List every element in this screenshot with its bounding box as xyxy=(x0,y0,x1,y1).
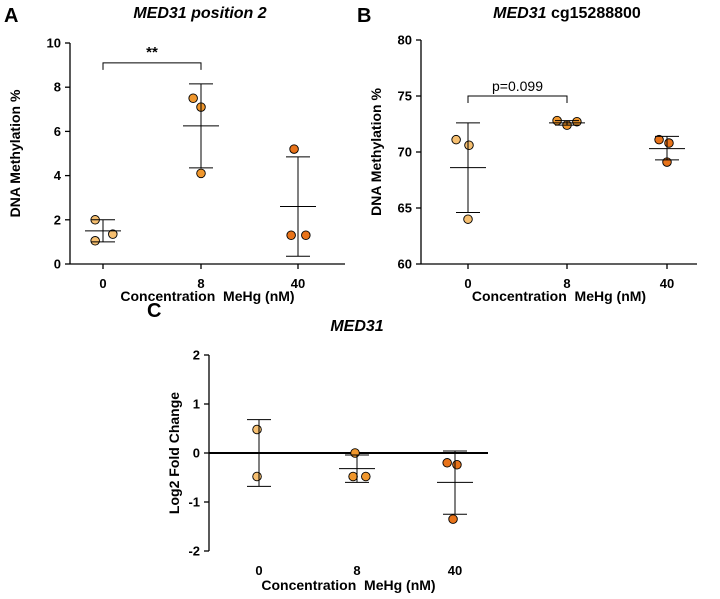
data-point xyxy=(252,471,262,482)
panel-letter: A xyxy=(4,5,18,27)
data-point xyxy=(451,134,461,145)
significance-label: p=0.099 xyxy=(492,78,543,94)
data-point xyxy=(188,93,198,103)
x-axis-label: Concentration MeHg (nM) xyxy=(120,288,294,304)
data-point xyxy=(348,471,358,482)
chart-title: MED31 xyxy=(330,318,383,335)
y-tick-label: 0 xyxy=(54,257,61,272)
y-tick-label: 75 xyxy=(398,89,412,104)
panel-a: A MED31 position 2 0 2 4 6 8 10 0 8 40Concentratio… xyxy=(4,5,345,304)
data-point xyxy=(301,230,311,241)
y-tick-label: 80 xyxy=(398,33,412,48)
y-tick-label: 2 xyxy=(54,212,61,227)
data-point xyxy=(286,230,296,241)
title-rest: position 2 xyxy=(187,5,267,22)
data-point xyxy=(664,138,674,148)
data-point xyxy=(463,214,473,224)
significance-label: ** xyxy=(146,44,158,61)
panel-letter: C xyxy=(147,300,161,322)
y-axis-label: DNA Methylation % xyxy=(368,88,384,216)
x-tick-label: 0 xyxy=(255,563,262,578)
y-tick-label: 8 xyxy=(54,80,61,95)
title-rest: cg15288800 xyxy=(547,5,641,22)
y-axis-label: Log2 Fold Change xyxy=(166,392,182,514)
data-point xyxy=(196,168,206,179)
x-tick-label: 0 xyxy=(464,276,471,291)
y-tick-label: 2 xyxy=(193,348,200,363)
panel-letter: B xyxy=(357,5,371,27)
y-tick-label: 4 xyxy=(54,168,62,183)
data-point xyxy=(108,229,118,239)
data-point xyxy=(442,458,452,468)
significance-bracket xyxy=(102,62,202,70)
data-point xyxy=(572,117,582,127)
data-point xyxy=(361,471,371,482)
significance-bracket xyxy=(467,95,568,103)
x-tick-label: 40 xyxy=(448,563,462,578)
x-axis-label: Concentration MeHg (nM) xyxy=(472,288,646,304)
panel-c: C MED31 -2 -1 0 1 2 0 8 40 Concentration MeHg (nM)… xyxy=(147,300,488,593)
data-point xyxy=(448,514,458,524)
panel-b: B MED31 cg15288800 60 65 70 75 80 0 8 40 Concentra… xyxy=(357,5,697,304)
x-tick-label: 8 xyxy=(197,276,204,291)
chart-title: MED31 cg15288800 xyxy=(493,5,641,22)
data-point xyxy=(289,144,299,154)
x-axis-label: Concentration MeHg (nM) xyxy=(261,577,435,593)
data-point xyxy=(252,424,262,435)
data-point xyxy=(452,460,462,470)
x-tick-label: 8 xyxy=(353,563,360,578)
title-gene: MED31 xyxy=(133,5,186,22)
y-tick-label: -2 xyxy=(188,544,200,559)
data-point xyxy=(464,140,474,151)
data-point xyxy=(90,236,100,246)
y-tick-label: 10 xyxy=(47,36,61,51)
y-tick-label: 6 xyxy=(54,124,61,139)
chart-title: MED31 position 2 xyxy=(133,5,266,22)
title-gene: MED31 xyxy=(330,318,383,335)
data-point xyxy=(654,134,664,145)
x-tick-label: 8 xyxy=(563,276,570,291)
x-tick-label: 0 xyxy=(99,276,106,291)
data-point xyxy=(350,448,360,458)
y-axis-label: DNA Methylation % xyxy=(7,89,23,217)
title-gene: MED31 xyxy=(493,5,546,22)
y-tick-label: 1 xyxy=(193,397,200,412)
y-tick-label: 60 xyxy=(398,257,412,272)
y-tick-label: 70 xyxy=(398,145,412,160)
y-tick-label: -1 xyxy=(188,495,200,510)
x-tick-label: 40 xyxy=(660,276,674,291)
y-tick-label: 65 xyxy=(398,201,412,216)
x-tick-label: 40 xyxy=(291,276,305,291)
y-tick-label: 0 xyxy=(193,446,200,461)
